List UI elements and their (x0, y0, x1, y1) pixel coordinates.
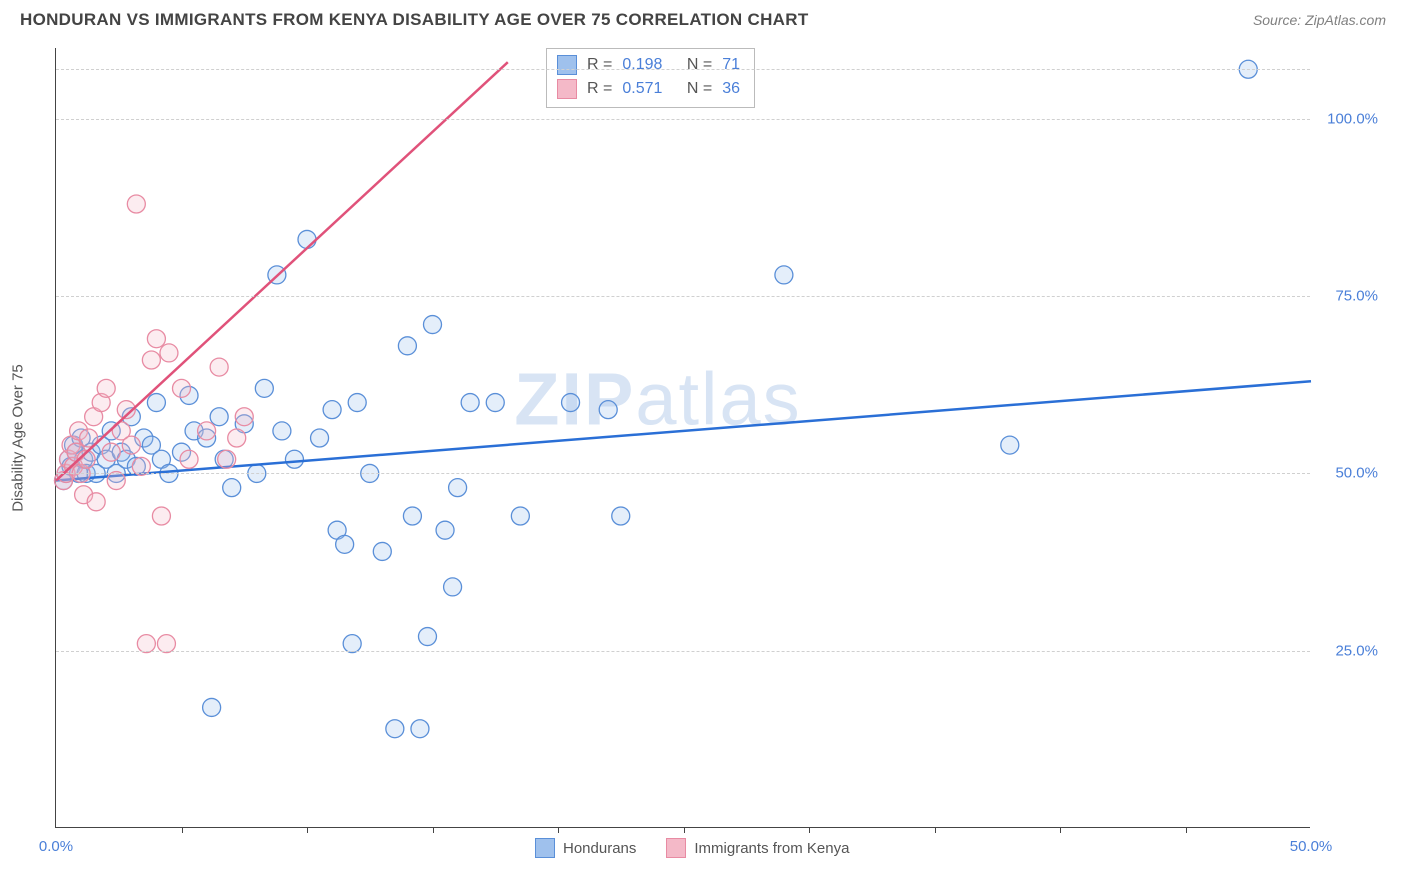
legend-item-kenya: Immigrants from Kenya (666, 838, 849, 858)
data-point (424, 316, 442, 334)
data-point (218, 450, 236, 468)
trend-line (56, 62, 508, 480)
data-point (436, 521, 454, 539)
y-tick-label: 50.0% (1335, 465, 1378, 482)
y-tick-label: 100.0% (1327, 110, 1378, 127)
x-tick (1060, 827, 1061, 833)
x-tick-label: 50.0% (1290, 838, 1333, 855)
data-point (87, 493, 105, 511)
data-point (173, 379, 191, 397)
x-tick (307, 827, 308, 833)
legend: Hondurans Immigrants from Kenya (535, 838, 849, 858)
data-point (461, 394, 479, 412)
data-point (273, 422, 291, 440)
gridline (56, 119, 1310, 120)
n-value-kenya: 36 (722, 77, 740, 101)
swatch-pink (557, 79, 577, 99)
gridline (56, 473, 1310, 474)
data-point (398, 337, 416, 355)
y-axis-title: Disability Age Over 75 (10, 364, 27, 512)
data-point (147, 394, 165, 412)
data-point (348, 394, 366, 412)
data-point (486, 394, 504, 412)
source-attribution: Source: ZipAtlas.com (1253, 12, 1386, 28)
data-point (122, 436, 140, 454)
legend-label: Hondurans (563, 840, 636, 857)
correlation-stats-box: R = 0.198 N = 71 R = 0.571 N = 36 (546, 48, 755, 108)
chart-container: Disability Age Over 75 ZIPatlas R = 0.19… (55, 48, 1385, 828)
legend-label: Immigrants from Kenya (694, 840, 849, 857)
r-label: R = (587, 77, 612, 101)
data-point (562, 394, 580, 412)
data-point (235, 408, 253, 426)
n-value-hondurans: 71 (722, 53, 740, 77)
y-tick-label: 75.0% (1335, 288, 1378, 305)
data-point (449, 479, 467, 497)
data-point (323, 401, 341, 419)
r-value-kenya: 0.571 (622, 77, 662, 101)
data-point (599, 401, 617, 419)
data-point (228, 429, 246, 447)
gridline (56, 296, 1310, 297)
n-label: N = (687, 77, 712, 101)
data-point (612, 507, 630, 525)
stats-row-hondurans: R = 0.198 N = 71 (557, 53, 740, 77)
data-point (152, 507, 170, 525)
data-point (97, 379, 115, 397)
x-tick (935, 827, 936, 833)
scatter-plot (56, 48, 1311, 828)
data-point (102, 443, 120, 461)
swatch-pink (666, 838, 686, 858)
data-point (210, 358, 228, 376)
data-point (386, 720, 404, 738)
data-point (403, 507, 421, 525)
data-point (336, 535, 354, 553)
data-point (223, 479, 241, 497)
data-point (142, 351, 160, 369)
data-point (160, 344, 178, 362)
data-point (147, 330, 165, 348)
chart-title: HONDURAN VS IMMIGRANTS FROM KENYA DISABI… (20, 10, 809, 30)
swatch-blue (557, 55, 577, 75)
x-tick (1186, 827, 1187, 833)
data-point (1001, 436, 1019, 454)
data-point (311, 429, 329, 447)
plot-area: Disability Age Over 75 ZIPatlas R = 0.19… (55, 48, 1310, 828)
data-point (255, 379, 273, 397)
data-point (418, 628, 436, 646)
r-label: R = (587, 53, 612, 77)
data-point (373, 542, 391, 560)
x-tick (182, 827, 183, 833)
gridline (56, 69, 1310, 70)
data-point (210, 408, 228, 426)
x-tick-label: 0.0% (39, 838, 73, 855)
data-point (127, 195, 145, 213)
y-tick-label: 25.0% (1335, 642, 1378, 659)
data-point (285, 450, 303, 468)
data-point (298, 230, 316, 248)
x-tick (558, 827, 559, 833)
data-point (444, 578, 462, 596)
data-point (203, 698, 221, 716)
data-point (775, 266, 793, 284)
data-point (180, 450, 198, 468)
x-tick (684, 827, 685, 833)
swatch-blue (535, 838, 555, 858)
n-label: N = (687, 53, 712, 77)
gridline (56, 651, 1310, 652)
data-point (511, 507, 529, 525)
stats-row-kenya: R = 0.571 N = 36 (557, 77, 740, 101)
legend-item-hondurans: Hondurans (535, 838, 636, 858)
x-tick (809, 827, 810, 833)
x-tick (433, 827, 434, 833)
data-point (198, 422, 216, 440)
data-point (411, 720, 429, 738)
r-value-hondurans: 0.198 (622, 53, 662, 77)
